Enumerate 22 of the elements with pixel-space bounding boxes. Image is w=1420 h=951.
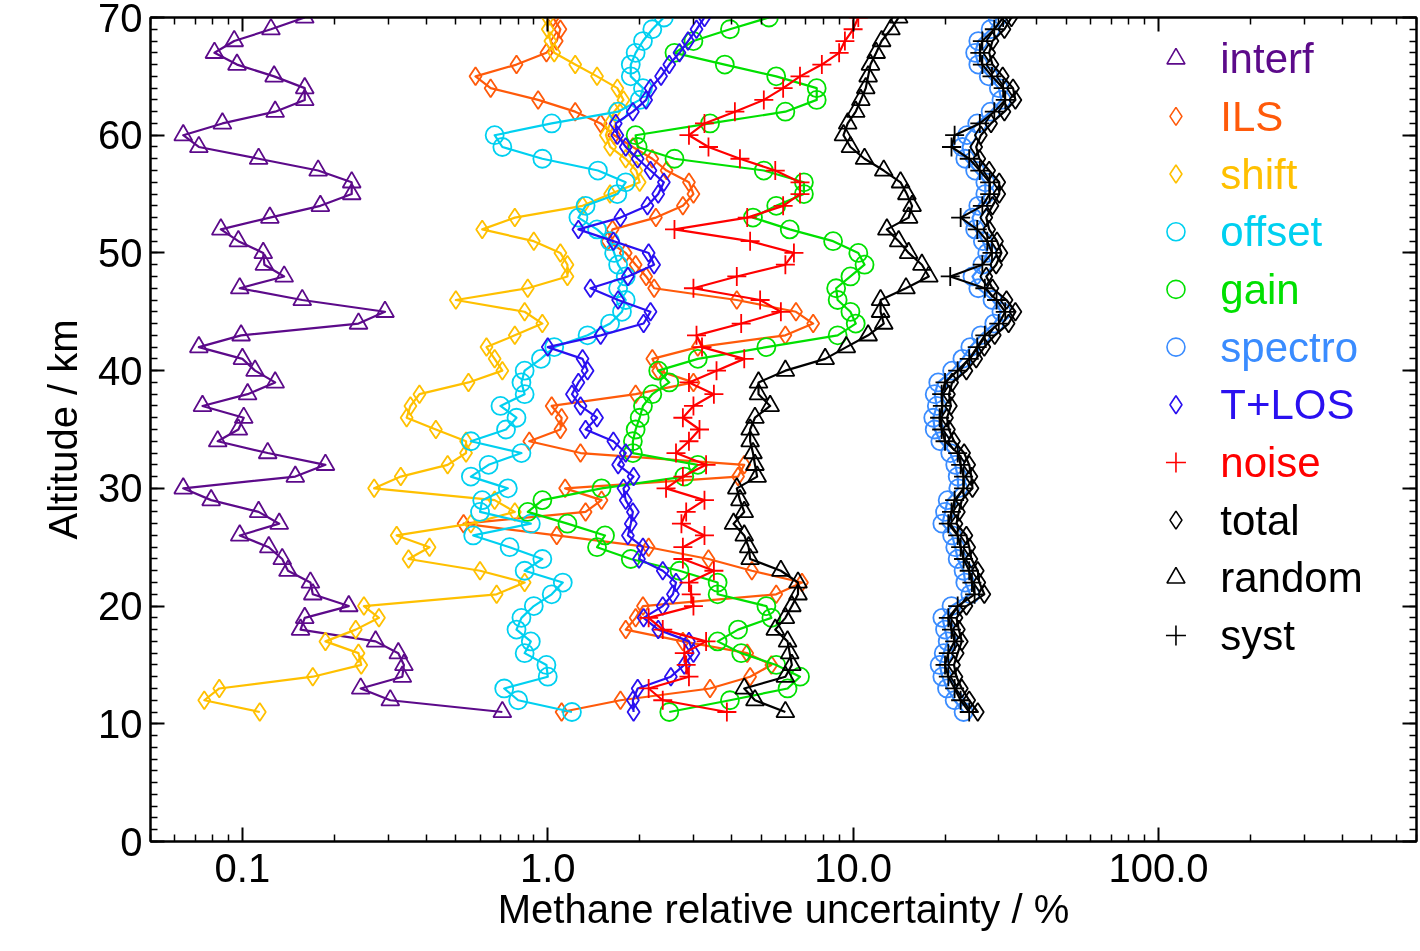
y-tick-label: 0 — [120, 819, 143, 864]
legend-label: random — [1220, 554, 1363, 602]
y-axis-title: Altitude / km — [41, 319, 86, 540]
legend-label: noise — [1220, 438, 1321, 486]
x-tick-label: 0.1 — [214, 845, 271, 890]
x-tick-label: 100.0 — [1108, 845, 1209, 890]
y-tick-label: 20 — [98, 584, 143, 629]
legend-label: total — [1220, 496, 1300, 544]
legend-label: syst — [1220, 612, 1296, 659]
legend-label: ILS — [1220, 92, 1284, 140]
y-tick-label: 40 — [98, 348, 143, 393]
legend-label: spectro — [1220, 323, 1358, 371]
legend-label: offset — [1220, 208, 1323, 256]
legend-label: interf — [1220, 35, 1314, 83]
y-tick-label: 50 — [98, 230, 143, 275]
y-tick-label: 10 — [98, 701, 143, 746]
y-tick-label: 30 — [98, 466, 143, 511]
legend-label: T+LOS — [1220, 381, 1355, 429]
y-tick-label: 60 — [98, 113, 143, 158]
legend-label: gain — [1220, 265, 1300, 313]
legend-label: shift — [1220, 150, 1298, 198]
y-tick-label: 70 — [98, 0, 143, 40]
